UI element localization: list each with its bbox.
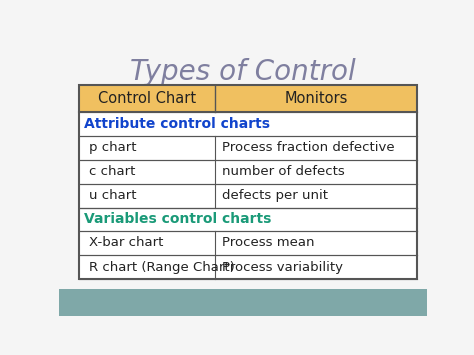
Text: X-bar chart: X-bar chart: [89, 236, 163, 250]
Text: Monitors: Monitors: [284, 91, 348, 106]
Text: Process mean: Process mean: [222, 236, 314, 250]
Text: defects per unit: defects per unit: [222, 189, 328, 202]
Text: Process variability: Process variability: [222, 261, 343, 273]
Bar: [80, 85, 418, 279]
Text: R chart (Range Chart): R chart (Range Chart): [89, 261, 234, 273]
Bar: [59, 289, 427, 316]
Text: Process fraction defective: Process fraction defective: [222, 141, 395, 154]
Text: c chart: c chart: [89, 165, 135, 178]
Bar: [80, 85, 418, 279]
Text: Attribute control charts: Attribute control charts: [84, 117, 270, 131]
Text: p chart: p chart: [89, 141, 136, 154]
Bar: [80, 85, 418, 112]
Text: Variables control charts: Variables control charts: [84, 212, 271, 226]
Text: Types of Control: Types of Control: [130, 58, 356, 86]
Text: Control Chart: Control Chart: [98, 91, 196, 106]
Text: u chart: u chart: [89, 189, 136, 202]
Text: number of defects: number of defects: [222, 165, 345, 178]
